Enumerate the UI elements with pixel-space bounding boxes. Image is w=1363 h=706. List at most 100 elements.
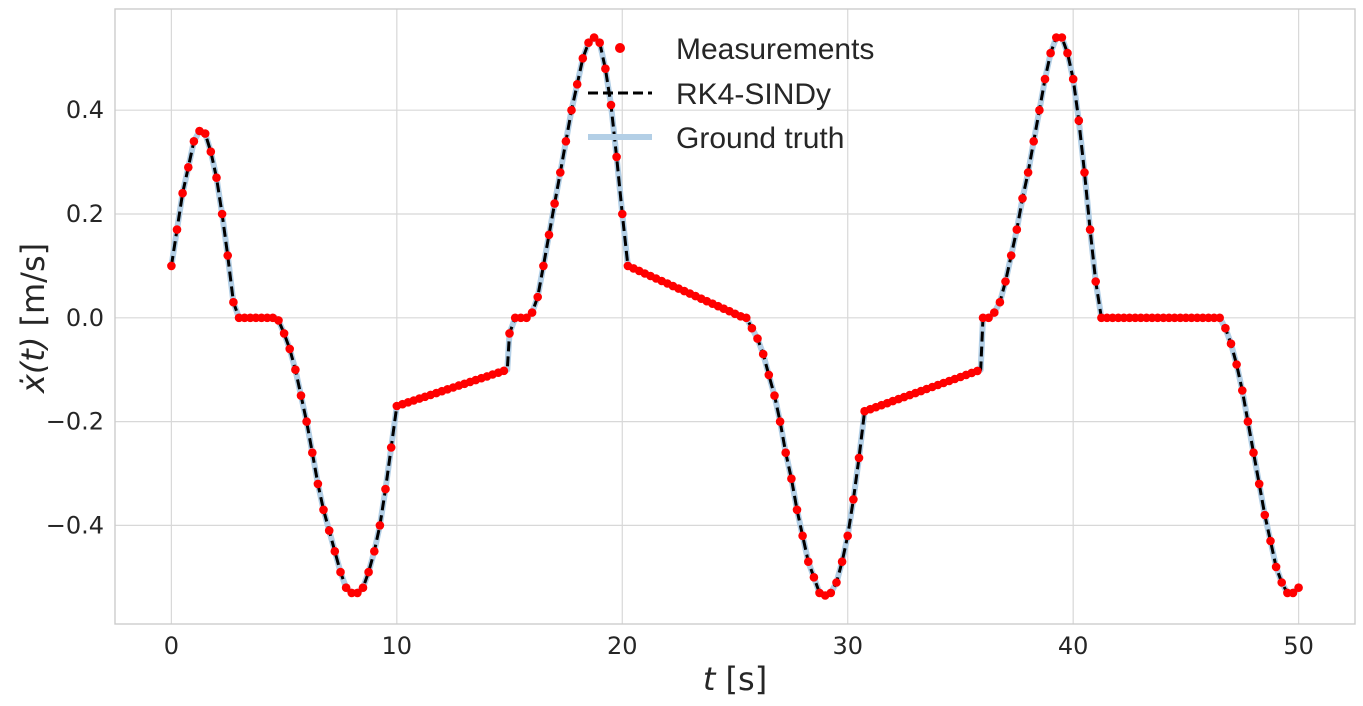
measurement-point — [279, 329, 289, 338]
measurement-point — [1063, 48, 1072, 58]
measurement-point — [1046, 48, 1055, 58]
legend-label-measurements: Measurements — [676, 33, 874, 66]
measurement-point — [200, 129, 210, 138]
x-tick-label: 0 — [164, 632, 179, 660]
measurement-point — [990, 308, 999, 317]
y-tick-label: 0.0 — [66, 304, 104, 332]
measurement-point — [353, 588, 362, 598]
measurement-point — [1068, 74, 1078, 84]
measurement-point — [375, 521, 385, 530]
measurement-point — [285, 344, 295, 354]
measurement-point — [595, 38, 604, 47]
measurement-point — [1001, 277, 1010, 286]
measurement-point — [758, 349, 768, 359]
measurement-point — [973, 366, 982, 376]
measurement-point — [178, 188, 187, 198]
measurement-point — [505, 329, 514, 338]
y-axis-label: ẋ(t) [m/s] — [14, 243, 52, 394]
measurement-point — [330, 547, 340, 556]
measurement-point — [1023, 168, 1033, 177]
measurement-point — [1288, 588, 1298, 598]
measurement-point — [308, 448, 317, 458]
measurement-point — [1249, 448, 1258, 458]
measurement-point — [809, 573, 819, 582]
measurement-point — [572, 80, 582, 89]
measurement-point — [1080, 168, 1089, 177]
measurement-point — [747, 323, 757, 333]
measurement-point — [837, 557, 847, 566]
measurement-point — [601, 64, 610, 73]
x-tick-label: 50 — [1283, 632, 1314, 660]
y-tick-label: −0.2 — [46, 408, 104, 436]
y-tick-labels: −0.4 −0.2 0.0 0.2 0.4 — [46, 96, 104, 539]
measurement-point — [527, 308, 537, 317]
y-tick-label: 0.4 — [66, 96, 104, 124]
measurement-point — [1035, 105, 1044, 115]
measurement-point — [798, 531, 807, 541]
measurement-point — [561, 137, 571, 146]
measurement-point — [764, 370, 774, 380]
x-tick-label: 20 — [607, 632, 638, 660]
measurement-point — [550, 199, 559, 208]
measurement-point — [1221, 323, 1230, 333]
measurement-point — [544, 230, 554, 240]
measurement-point — [1029, 137, 1038, 146]
measurement-point — [854, 453, 864, 463]
plot-frame — [114, 8, 1356, 625]
measurement-point — [1012, 225, 1022, 234]
measurement-point — [1243, 417, 1253, 426]
measurement-point — [358, 583, 368, 592]
measurement-point — [539, 261, 548, 271]
measurement-point — [1074, 116, 1084, 125]
measurement-point — [274, 316, 283, 325]
measurement-point — [533, 292, 542, 302]
measurement-point — [302, 417, 311, 426]
measurement-point — [1057, 33, 1067, 42]
measurement-point — [522, 313, 531, 323]
y-tick-label: −0.4 — [46, 511, 104, 539]
legend-label-rk4-sindy: RK4-SINDy — [676, 78, 831, 111]
measurement-point — [1215, 313, 1224, 323]
measurement-point — [172, 225, 182, 234]
measurement-point — [781, 448, 790, 458]
measurement-markers — [167, 33, 1303, 600]
measurement-point — [1266, 536, 1275, 546]
legend-marker-measurements — [615, 43, 625, 53]
measurement-point — [843, 531, 852, 541]
measurement-point — [1277, 578, 1286, 587]
measurement-point — [364, 567, 373, 577]
measurement-point — [804, 557, 813, 566]
measurement-point — [1238, 386, 1247, 395]
measurement-point — [984, 313, 993, 323]
x-tick-label: 10 — [382, 632, 413, 660]
x-tick-label: 40 — [1058, 632, 1089, 660]
measurement-point — [612, 152, 621, 162]
measurement-point — [753, 334, 762, 343]
y-tick-label: 0.2 — [66, 200, 104, 228]
measurement-point — [578, 54, 588, 63]
measurement-point — [324, 526, 334, 535]
measurement-point — [386, 443, 396, 452]
measurement-point — [229, 297, 238, 307]
measurement-point — [296, 391, 306, 400]
measurement-point — [1226, 339, 1236, 349]
measurement-point — [1006, 251, 1016, 260]
measurement-point — [206, 147, 216, 156]
measurement-point — [1271, 562, 1281, 572]
measurement-point — [826, 588, 836, 598]
measurement-point — [499, 366, 509, 376]
measurement-point — [787, 474, 796, 484]
x-tick-labels: 0 10 20 30 40 50 — [164, 632, 1314, 660]
grid — [115, 9, 1355, 624]
measurement-point — [1085, 225, 1095, 234]
measurement-point — [291, 365, 300, 375]
measurement-point — [584, 38, 593, 47]
measurement-point — [1091, 277, 1100, 286]
measurement-point — [1254, 479, 1264, 489]
measurement-point — [223, 251, 232, 260]
x-axis-label: t [s] — [703, 660, 767, 698]
measurement-point — [313, 479, 323, 489]
measurement-point — [589, 33, 599, 42]
x-tick-label: 30 — [832, 632, 863, 660]
